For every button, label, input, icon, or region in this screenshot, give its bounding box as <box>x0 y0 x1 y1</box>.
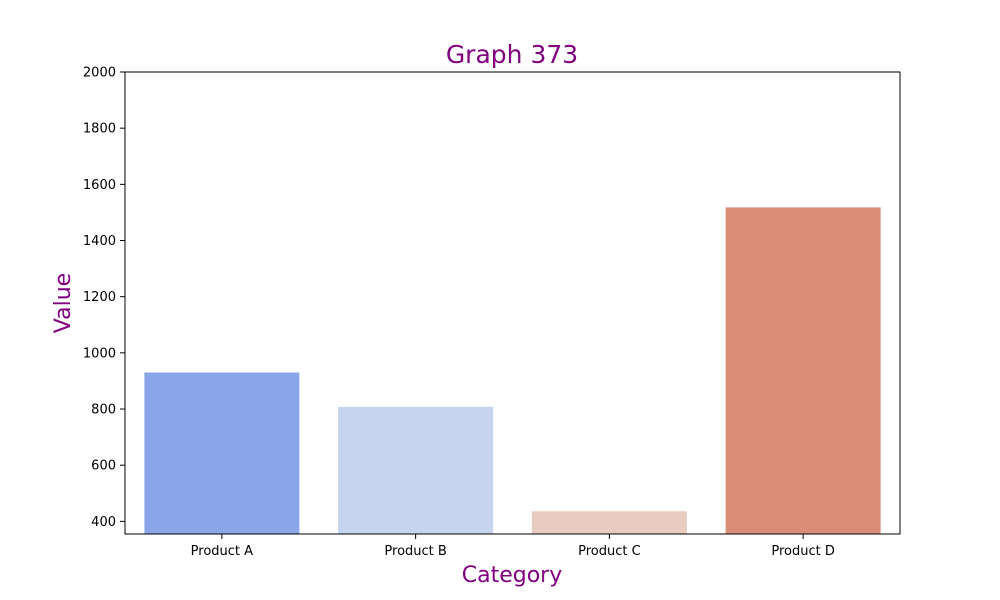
y-tick-label: 1600 <box>83 178 116 193</box>
y-tick-label: 2000 <box>83 66 116 81</box>
x-tick-label: Product B <box>384 544 446 559</box>
bar-product-d <box>725 207 881 534</box>
y-tick-label: 1800 <box>83 122 116 137</box>
x-axis: Product A Product B Product C Product D <box>191 534 835 559</box>
bar-product-c <box>531 511 687 534</box>
y-tick-label: 600 <box>91 459 116 474</box>
x-tick-label: Product D <box>771 544 835 559</box>
y-tick-label: 1400 <box>83 234 116 249</box>
y-tick-label: 800 <box>91 403 116 418</box>
y-tick-label: 1000 <box>83 346 116 361</box>
y-axis-label: Value <box>51 273 76 333</box>
chart-title: Graph 373 <box>446 40 578 69</box>
bar-product-b <box>338 406 494 534</box>
y-tick-label: 1200 <box>83 290 116 305</box>
x-tick-label: Product C <box>578 544 641 559</box>
bars-layer <box>144 207 881 534</box>
y-axis: 400 600 800 1000 1200 1400 1600 1800 2000 <box>83 66 125 530</box>
plot-area-frame <box>124 71 901 535</box>
y-tick-label: 400 <box>91 515 116 530</box>
x-tick-label: Product A <box>191 544 253 559</box>
x-axis-label: Category <box>462 563 563 588</box>
bar-product-a <box>144 372 300 534</box>
